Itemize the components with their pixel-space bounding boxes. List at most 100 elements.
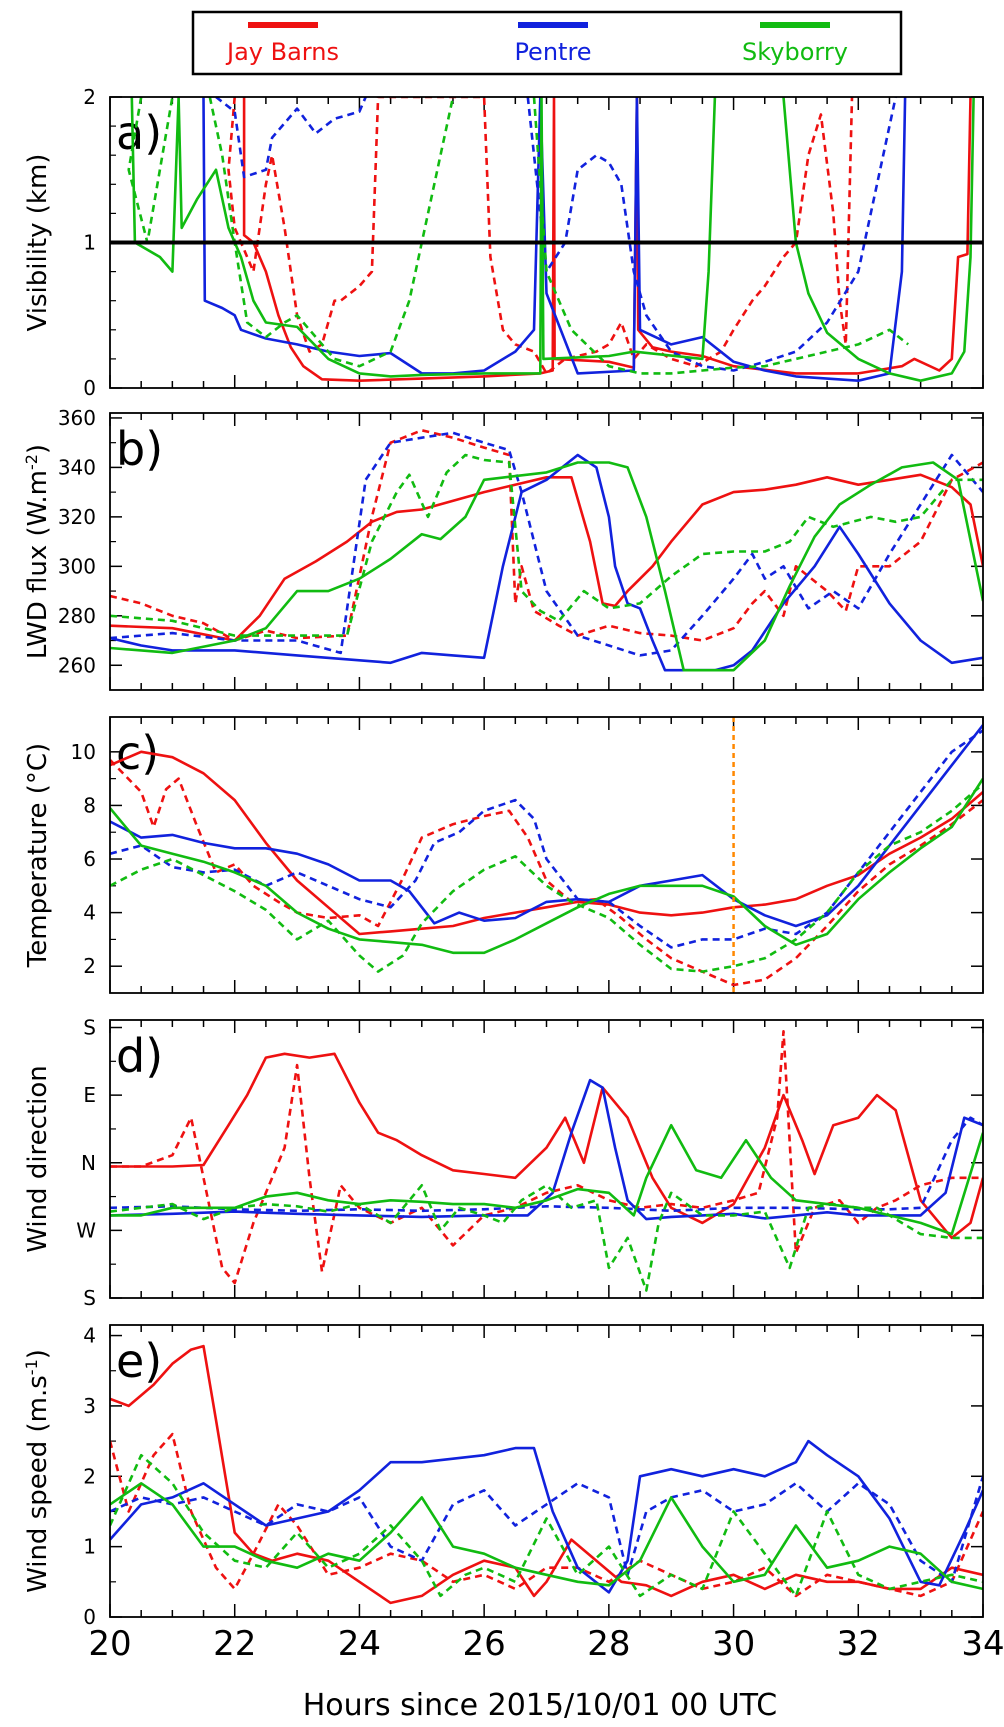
series-pentre-dashed <box>110 1116 983 1213</box>
series-jay-barns-solid <box>110 750 983 936</box>
series-skyborry-solid <box>110 461 983 672</box>
y-tick-label: E <box>83 1083 96 1107</box>
series-jay-barns-dashed <box>110 1432 983 1598</box>
series-pentre-solid <box>110 453 983 672</box>
y-tick-label: 4 <box>83 901 96 925</box>
x-tick-label: 20 <box>88 1624 131 1664</box>
series-jay-barns-solid <box>110 473 983 642</box>
series-skyborry-dashed <box>110 453 983 637</box>
series-group <box>110 1030 983 1292</box>
panel-frame <box>109 1324 984 1618</box>
series-group <box>110 1344 983 1605</box>
x-tick-label: 28 <box>587 1624 630 1664</box>
y-axis-label: Visibility (km) <box>23 154 53 332</box>
series-group <box>110 724 983 987</box>
y-tick-label: 0 <box>83 1605 96 1629</box>
y-tick-label: 320 <box>58 505 96 529</box>
x-tick-label: 26 <box>463 1624 506 1664</box>
x-axis-label: Hours since 2015/10/01 00 UTC <box>303 1688 778 1723</box>
y-tick-label: 2 <box>83 1464 96 1488</box>
series-skyborry-solid <box>130 97 717 378</box>
legend-label-jay-barns: Jay Barns <box>225 38 339 66</box>
series-pentre-dashed <box>526 97 897 372</box>
y-tick-label: 3 <box>83 1394 96 1418</box>
y-axis-label-sup: -1 <box>22 1359 41 1375</box>
y-tick-label: 2 <box>83 85 96 109</box>
x-tick-label: 30 <box>712 1624 755 1664</box>
series-skyborry-solid <box>782 97 975 382</box>
y-tick-label: 1 <box>83 1535 96 1559</box>
series-group <box>127 97 975 382</box>
legend-label-skyborry: Skyborry <box>742 38 848 66</box>
x-tick-label: 24 <box>338 1624 381 1664</box>
y-tick-label: 300 <box>58 554 96 578</box>
series-jay-barns-solid <box>242 97 972 382</box>
series-jay-barns-solid <box>110 1052 983 1240</box>
series-pentre-solid <box>110 1439 983 1594</box>
y-tick-label: 360 <box>58 406 96 430</box>
y-tick-label: W <box>76 1218 96 1242</box>
y-tick-label: N <box>81 1151 96 1175</box>
panel-e: 0 1 2 3 4 Wind speed (m.s-1) e) <box>22 1324 984 1629</box>
x-tick-label: 22 <box>213 1624 256 1664</box>
series-jay-barns-dashed <box>110 429 983 642</box>
x-tick-labels: 20 22 24 26 28 30 32 34 <box>88 1624 1004 1664</box>
y-tick-label: 0 <box>83 376 96 400</box>
y-tick-label: 6 <box>83 847 96 871</box>
series-skyborry-dashed <box>110 1453 983 1598</box>
y-axis-label-end: ) <box>23 444 53 454</box>
series-pentre-dashed <box>110 729 983 949</box>
series-skyborry-solid <box>110 1123 983 1236</box>
series-pentre-solid <box>202 97 907 382</box>
x-tick-label: 32 <box>837 1624 880 1664</box>
y-axis-label-main: LWD flux (W.m <box>23 470 53 659</box>
legend: Jay Barns Pentre Skyborry <box>191 10 903 76</box>
panel-frame <box>109 1019 984 1299</box>
y-axis-label: Wind direction <box>23 1065 53 1253</box>
series-skyborry-dashed <box>127 97 174 244</box>
y-axis-label: Wind speed (m.s-1) <box>22 1349 54 1593</box>
series-jay-barns-dashed <box>110 1030 983 1285</box>
panel-label: e) <box>116 1334 162 1388</box>
series-skyborry-dashed <box>532 97 910 375</box>
legend-label-pentre: Pentre <box>514 38 591 66</box>
series-jay-barns-dashed <box>227 97 854 375</box>
y-axis-label-end: ) <box>23 1349 53 1359</box>
series-pentre-dashed <box>110 1475 983 1584</box>
series-pentre-solid <box>110 724 983 928</box>
y-tick-label: 280 <box>58 604 96 628</box>
panel-frame <box>109 96 984 389</box>
series-jay-barns-dashed <box>110 758 983 987</box>
y-axis-label: LWD flux (W.m-2) <box>22 444 54 659</box>
y-tick-label: 340 <box>58 455 96 479</box>
series-skyborry-solid <box>110 777 983 955</box>
series-skyborry-dashed <box>110 783 983 973</box>
panel-d: S W N E S Wind direction d) <box>23 1016 984 1310</box>
series-pentre-solid <box>110 1078 983 1221</box>
panel-label: d) <box>116 1029 163 1083</box>
panel-frame <box>109 412 984 691</box>
y-tick-label: 10 <box>71 740 96 764</box>
y-tick-label: 4 <box>83 1324 96 1348</box>
y-tick-label: S <box>83 1286 96 1310</box>
y-tick-label: 1 <box>83 231 96 255</box>
y-axis-label-sup: -2 <box>22 454 41 470</box>
y-tick-label: 260 <box>58 653 96 677</box>
y-axis-label: Temperature (°C) <box>23 743 53 968</box>
y-tick-label: S <box>83 1016 96 1040</box>
x-tick-label: 34 <box>961 1624 1004 1664</box>
y-tick-label: 2 <box>83 954 96 978</box>
series-pentre-dashed <box>215 97 367 179</box>
panel-label: b) <box>116 422 163 476</box>
series-skyborry-dashed <box>208 97 455 368</box>
panel-frame <box>109 716 984 994</box>
y-axis-label-main: Wind speed (m.s <box>23 1375 53 1593</box>
series-pentre-dashed <box>110 431 983 657</box>
series-skyborry-solid <box>110 1482 983 1591</box>
series-group <box>110 429 983 672</box>
